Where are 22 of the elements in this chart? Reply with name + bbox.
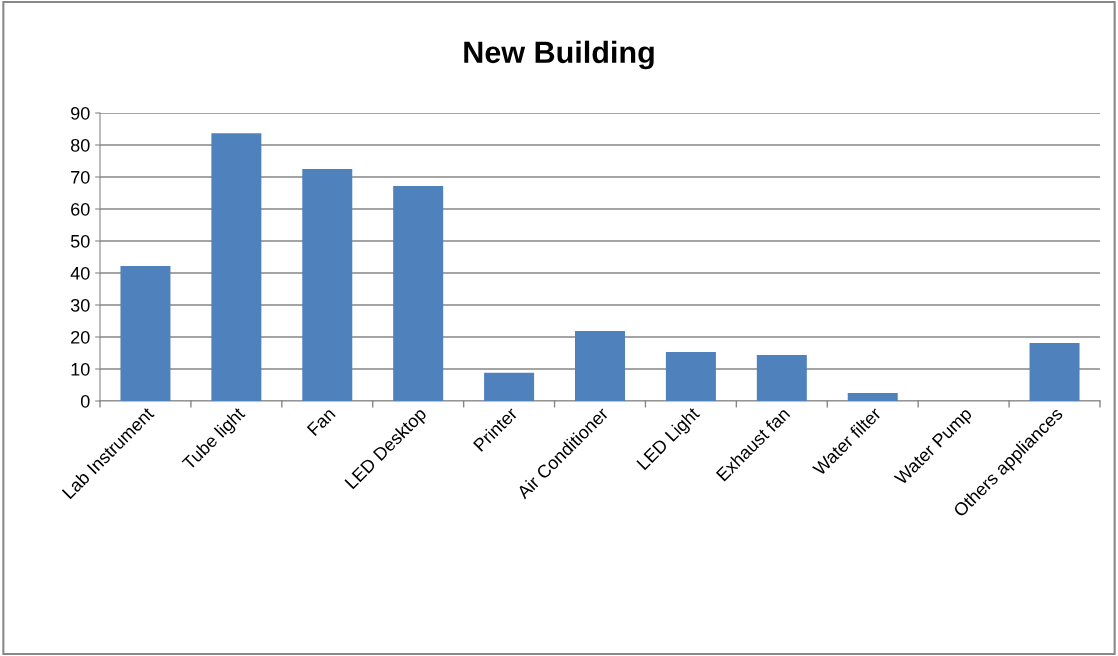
bar [1029, 343, 1080, 401]
chart-title: New Building [464, 40, 654, 70]
bar [847, 393, 898, 401]
y-tick-label: 50 [70, 234, 90, 248]
y-tick-label: 10 [71, 362, 90, 376]
x-tick-label: Fan [306, 407, 336, 437]
y-tick-label: 30 [70, 298, 90, 312]
bar [575, 330, 625, 401]
y-tick-label: 70 [71, 170, 90, 184]
y-tick-label: 40 [70, 266, 90, 280]
y-tick-label: 0 [80, 394, 90, 408]
y-tick-label: 80 [70, 138, 90, 152]
y-tick-label: 60 [71, 202, 90, 216]
bar [484, 372, 535, 401]
y-tick-label: 20 [71, 330, 90, 344]
y-tick-label: 90 [71, 106, 90, 120]
bar [302, 169, 353, 401]
bar [665, 352, 716, 401]
bar [211, 133, 262, 401]
bar [393, 185, 444, 401]
bar [756, 354, 807, 401]
bar [120, 265, 171, 401]
